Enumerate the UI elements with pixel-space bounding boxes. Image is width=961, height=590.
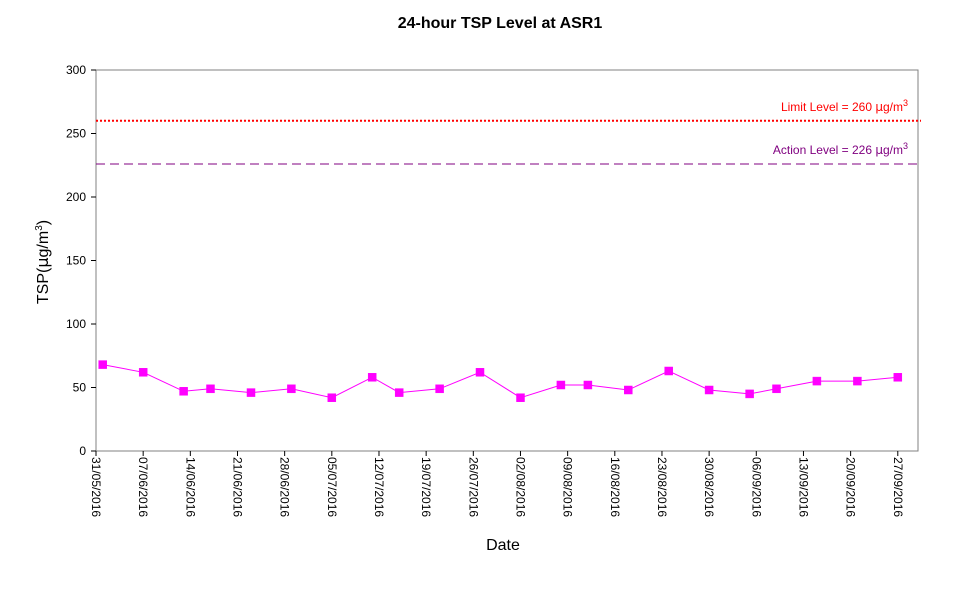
data-point [138, 368, 148, 377]
y-axis-label-suffix: ) [35, 220, 52, 225]
x-tick-label: 20/09/2016 [844, 457, 858, 517]
y-tick-label: 0 [79, 444, 86, 458]
x-tick-label: 19/07/2016 [419, 457, 433, 517]
x-tick-label: 07/06/2016 [136, 457, 150, 517]
x-tick-label: 23/08/2016 [655, 457, 669, 517]
y-tick-label: 250 [66, 127, 86, 141]
data-point [772, 384, 781, 394]
data-point [394, 388, 404, 397]
y-axis-label-superscript: 3 [34, 225, 45, 231]
data-point [367, 373, 377, 382]
y-axis-label-prefix: TSP( [35, 267, 52, 304]
data-point [516, 393, 525, 402]
x-tick-label: 09/08/2016 [561, 457, 575, 517]
chart-title: 24-hour TSP Level at ASR1 [398, 15, 603, 32]
data-point [475, 368, 485, 377]
y-axis-label: TSP(µg/m3) [33, 220, 52, 304]
y-axis-label-mu: µ [33, 257, 52, 267]
x-tick-label: 16/08/2016 [608, 457, 622, 517]
y-axis: 0 50 100 150 200 250 300 [66, 63, 96, 458]
data-point [704, 385, 714, 395]
y-axis-label-unit: g/m [35, 231, 52, 258]
y-tick-label: 300 [66, 63, 86, 77]
x-tick-label: 06/09/2016 [749, 457, 763, 517]
data-point [812, 376, 822, 386]
x-tick-label: 27/09/2016 [891, 457, 905, 517]
data-point [745, 389, 754, 399]
x-tick-label: 26/07/2016 [466, 457, 480, 517]
data-point [206, 384, 215, 394]
x-tick-label: 05/07/2016 [325, 457, 339, 517]
data-point [583, 380, 593, 390]
plot-area [95, 69, 919, 452]
x-tick-label: 14/06/2016 [183, 457, 197, 517]
data-point [287, 384, 296, 394]
y-tick-label: 100 [66, 317, 86, 331]
series-line [102, 364, 898, 399]
x-tick-label: 30/08/2016 [702, 457, 716, 517]
limit-level-label: Limit Level = 260 µg/m3 [781, 98, 908, 114]
data-point [556, 380, 566, 390]
x-tick-label: 13/09/2016 [796, 457, 810, 517]
x-axis-label: Date [486, 537, 520, 554]
x-tick-label: 28/06/2016 [278, 457, 292, 517]
data-point [893, 373, 903, 382]
x-tick-label: 31/05/2016 [89, 457, 103, 517]
data-point [853, 376, 862, 386]
data-point [246, 388, 256, 397]
y-tick-label: 150 [66, 254, 86, 268]
data-point [179, 387, 188, 396]
x-tick-label: 12/07/2016 [372, 457, 386, 517]
data-point [435, 384, 444, 394]
series-group [98, 360, 903, 402]
data-point [624, 385, 633, 395]
data-point [664, 366, 673, 376]
action-level-label: Action Level = 226 µg/m3 [773, 141, 908, 157]
y-tick-label: 50 [73, 381, 87, 395]
data-point [327, 393, 337, 402]
x-tick-label: 21/06/2016 [230, 457, 244, 517]
x-tick-label: 02/08/2016 [513, 457, 527, 517]
y-tick-label: 200 [66, 190, 86, 204]
data-point [98, 360, 107, 369]
reference-lines: Limit Level = 260 µg/m3 Action Level = 22… [96, 98, 921, 165]
x-axis: 31/05/2016 07/06/2016 14/06/2016 21/06/2016… [89, 451, 905, 517]
